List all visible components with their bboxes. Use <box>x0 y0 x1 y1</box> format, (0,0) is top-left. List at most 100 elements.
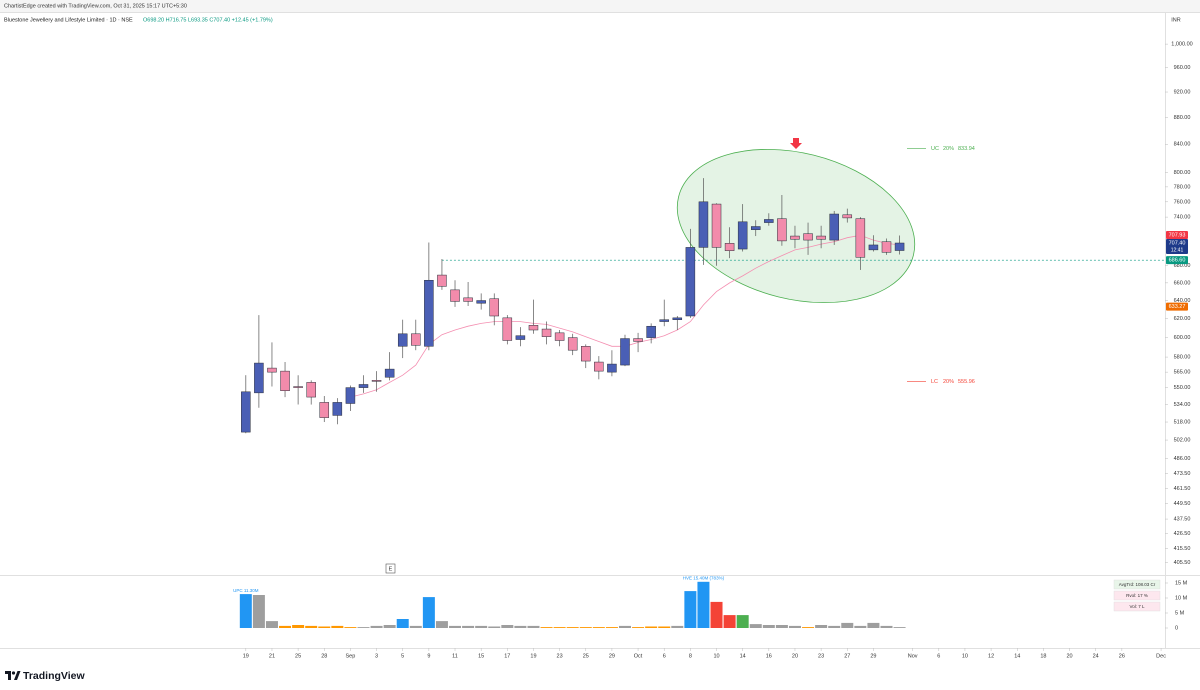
candle-body <box>881 241 892 253</box>
event-marker: E <box>385 563 396 574</box>
y-tick-label: 800.00 <box>1174 170 1191 176</box>
y-tick-label: 550.00 <box>1174 385 1191 391</box>
x-tick-label: 14 <box>1014 653 1020 659</box>
x-tick-label: Sep <box>346 653 356 659</box>
info-row <box>1113 601 1161 612</box>
candle-body <box>594 361 604 372</box>
candle-body <box>502 317 513 341</box>
x-tick-label: 21 <box>269 653 275 659</box>
y-tick-label: 740.00 <box>1174 215 1191 221</box>
candle-body <box>384 368 395 378</box>
volume-bar <box>318 626 331 628</box>
volume-bar <box>762 625 775 628</box>
down-arrow <box>790 138 802 149</box>
volume-bar <box>632 627 645 628</box>
volume-bar <box>409 625 422 628</box>
x-tick-label: 27 <box>844 653 850 659</box>
candle-body <box>424 279 434 347</box>
candle-body <box>397 333 408 347</box>
currency: INR <box>1171 17 1181 23</box>
volume-bar <box>710 601 723 628</box>
logo-slash <box>14 671 21 680</box>
logo-mark <box>5 671 11 680</box>
y-tick-label: 473.50 <box>1174 471 1191 477</box>
volume-bar <box>658 626 671 628</box>
price-badge <box>1166 302 1188 311</box>
info-text: Rvol: 17 % <box>1126 593 1148 598</box>
y-tick-label: 449.50 <box>1174 501 1191 507</box>
candle-body <box>319 402 330 418</box>
y-tick-label: 960.00 <box>1174 65 1191 71</box>
x-tick-label: 20 <box>1066 653 1072 659</box>
volume-bar <box>383 625 396 628</box>
volume-bar <box>723 615 736 628</box>
x-tick-label: 10 <box>962 653 968 659</box>
candle-body <box>554 332 565 341</box>
volume-bar <box>893 627 906 628</box>
volume-bar <box>239 594 252 628</box>
y-tick-label: 426.50 <box>1174 531 1191 537</box>
volume-bar <box>775 625 788 628</box>
circuit-label: LC <box>931 379 938 385</box>
candle-body <box>463 297 473 302</box>
candle-body <box>711 203 722 248</box>
x-tick-label: 14 <box>740 653 746 659</box>
candle-body <box>777 218 787 242</box>
candle-body <box>371 380 382 382</box>
info-row <box>1113 590 1161 601</box>
volume-annotation: HVE 15.40M (783%) <box>683 575 725 580</box>
volume-bar <box>514 625 527 628</box>
candle-body <box>267 367 277 373</box>
volume-bar <box>841 622 854 628</box>
symbol: Bluestone Jewellery and Lifestyle Limite… <box>4 17 133 23</box>
y-tick-label: 640.00 <box>1174 298 1191 304</box>
volume-bar <box>370 625 383 628</box>
x-tick-label: 3 <box>375 653 378 659</box>
credit: ChartistEdge created with TradingView.co… <box>4 3 187 9</box>
ohlc: O698.20 H716.75 L693.35 C707.40 +12.45 (… <box>143 17 273 23</box>
candle-body <box>868 244 879 251</box>
volume-bar <box>605 627 618 628</box>
x-tick-label: Dec <box>1156 653 1166 659</box>
volume-bar <box>396 619 409 628</box>
circuit-value: 555.96 <box>958 379 975 385</box>
candle-body <box>724 243 735 251</box>
info-row <box>1113 579 1161 590</box>
candle-body <box>476 300 486 304</box>
price-badge-label: 707.93 <box>1169 232 1186 238</box>
circuit-percent: 20% <box>943 379 954 385</box>
volume-bar <box>645 626 658 628</box>
candle-body <box>646 325 656 338</box>
candle-body <box>829 213 839 241</box>
volume-bar <box>697 581 710 628</box>
candle-body <box>293 386 303 388</box>
candle-body <box>437 274 447 287</box>
candle-body <box>489 298 499 317</box>
y-tick-label: 580.00 <box>1174 355 1191 361</box>
x-tick-label: 29 <box>870 653 876 659</box>
candle-body <box>332 402 343 416</box>
price-badge-label: 707.40 <box>1169 240 1186 246</box>
candle-body <box>790 235 800 240</box>
logo: TradingView <box>5 670 85 682</box>
x-tick-label: 15 <box>478 653 484 659</box>
x-tick-label: Nov <box>908 653 918 659</box>
circuit-value: 833.94 <box>958 146 975 152</box>
volume-bar <box>305 625 318 628</box>
volume-bar <box>684 591 697 628</box>
logo-dot <box>11 671 16 675</box>
y-tick-label: 415.50 <box>1174 546 1191 552</box>
volume-bar <box>579 627 592 628</box>
candle-body <box>685 247 696 317</box>
candle-body <box>764 219 774 223</box>
x-tick-label: 24 <box>1093 653 1099 659</box>
volume-bar <box>867 622 880 628</box>
candle-body <box>280 370 290 391</box>
x-tick-label: 10 <box>713 653 719 659</box>
candle-body <box>306 382 316 398</box>
volume-tick-label: 5 M <box>1175 610 1185 616</box>
x-tick-label: 17 <box>504 653 510 659</box>
x-tick-label: 28 <box>321 653 327 659</box>
